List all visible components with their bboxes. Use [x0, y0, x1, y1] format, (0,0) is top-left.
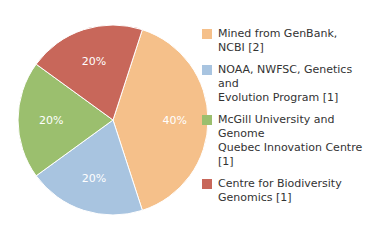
- html-text:McGill University and Genome Q: McGill University and Genome Quebec Inno…: [218, 113, 363, 168]
- svg-text:40%: 40%: [163, 114, 187, 127]
- html-text:Mined from GenBank, NCBI [2]: Mined from GenBank, NCBI [2]: [218, 27, 338, 54]
- svg-text:20%: 20%: [39, 114, 63, 127]
- html-text:Centre for Biodiversity Genomi: Centre for Biodiversity Genomics [1]: [218, 177, 342, 204]
- svg-text:20%: 20%: [82, 55, 106, 68]
- html-text:NOAA, NWFSC, Genetics and Evol: NOAA, NWFSC, Genetics and Evolution Prog…: [218, 63, 353, 104]
- svg-text:20%: 20%: [82, 172, 106, 185]
